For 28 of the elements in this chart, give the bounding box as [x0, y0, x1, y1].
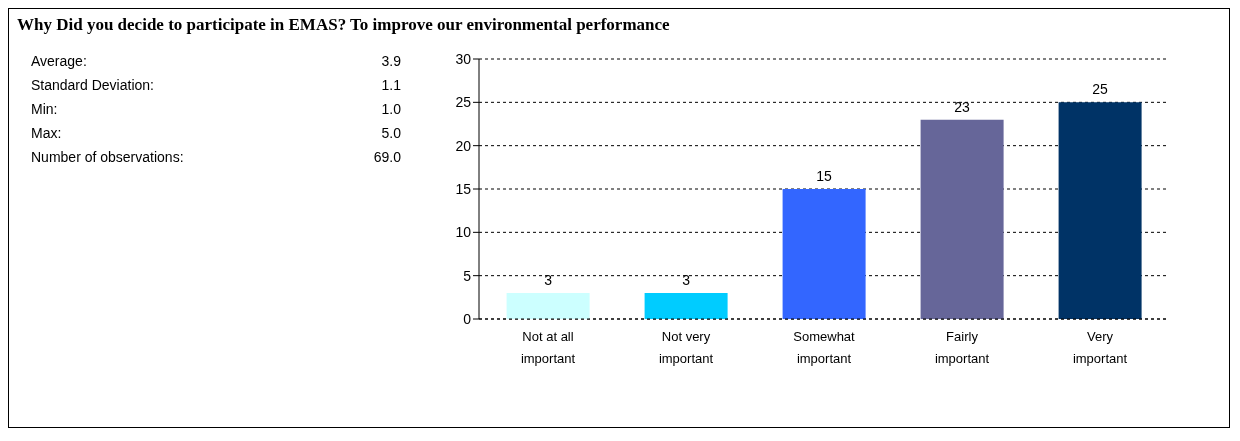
data-label: 15 [816, 168, 833, 184]
x-tick-label: Not at all important [520, 329, 576, 366]
text: Max: 5.0 [31, 125, 401, 141]
bar [506, 293, 590, 319]
bar [644, 293, 728, 319]
y-tick-label: 10 [455, 224, 472, 241]
y-tick-label: 30 [455, 50, 472, 67]
chart-title: Why Did you decide to participate in EMAS? To improve our environmental performance [17, 15, 670, 35]
data-label: 23 [954, 98, 971, 115]
y-tick-label: 15 [455, 180, 472, 197]
x-tick-label: Fairly important [934, 329, 990, 366]
text: Average: 3.9 [31, 53, 401, 69]
x-tick-label: Very important [1072, 329, 1128, 366]
data-label: 3 [682, 272, 691, 288]
x-tick-label: Somewhat important [793, 329, 856, 366]
bar [920, 119, 1004, 319]
y-tick-label: 20 [455, 137, 472, 154]
bar [782, 189, 866, 319]
bar [1058, 102, 1142, 319]
y-tick-label: 0 [463, 310, 472, 327]
text: Min: 1.0 [31, 101, 401, 117]
data-label: 3 [544, 272, 553, 288]
y-tick-label: 25 [455, 94, 472, 111]
y-tick-label: 5 [463, 267, 472, 284]
data-label: 25 [1092, 81, 1109, 98]
x-tick-label: Not very important [658, 329, 714, 366]
text: Standard Deviation: 1.1 [31, 77, 401, 93]
text: Number of observations: 69.0 [31, 149, 401, 165]
